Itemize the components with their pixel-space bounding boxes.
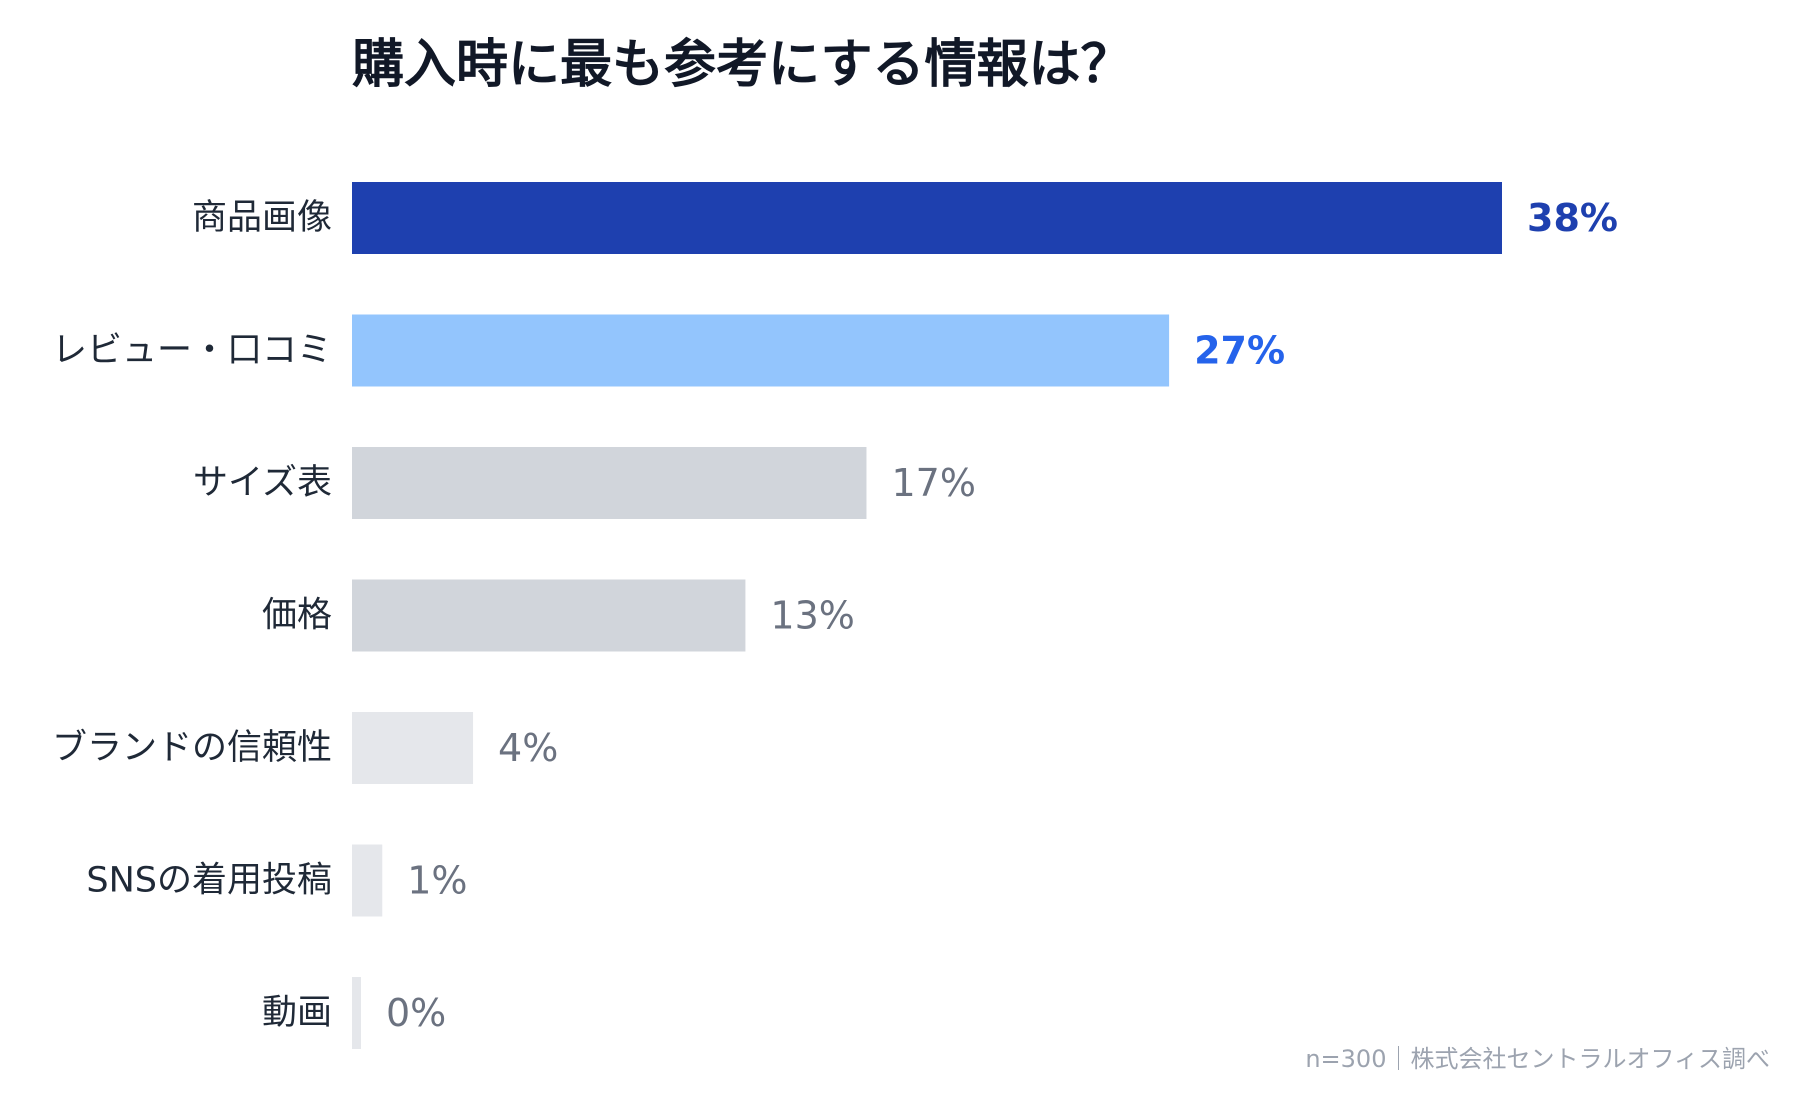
bars-layer: 商品画像 38% レビュー・口コミ 27% サイズ表 17% 価格 13% ブランドの信頼性 4%… (52, 182, 1618, 1049)
bar (352, 182, 1502, 254)
value-label: 27% (1194, 329, 1285, 373)
bar (352, 977, 361, 1049)
bar (352, 712, 474, 784)
category-label: SNSの着用投稿 (86, 861, 332, 901)
value-label: 0% (386, 991, 446, 1035)
category-label: サイズ表 (193, 463, 332, 503)
chart-title: 購入時に最も参考にする情報は？ (352, 35, 1133, 95)
category-label: ブランドの信頼性 (52, 728, 332, 768)
value-label: 38% (1527, 196, 1618, 240)
bar (352, 447, 867, 519)
value-label: 17% (891, 461, 975, 505)
category-label: 商品画像 (192, 198, 332, 238)
category-label: 動画 (262, 993, 332, 1033)
bar-row: 価格 13% (262, 579, 855, 652)
value-label: 13% (770, 594, 854, 638)
bar-row: ブランドの信頼性 4% (52, 712, 558, 784)
bar-row: SNSの着用投稿 1% (86, 844, 468, 917)
bar-row: レビュー・口コミ 27% (52, 314, 1285, 387)
value-label: 1% (407, 859, 467, 903)
bar (352, 579, 746, 652)
category-label: レビュー・口コミ (52, 331, 332, 371)
category-label: 価格 (262, 596, 332, 636)
value-label: 4% (498, 726, 558, 770)
footnote: n=300｜株式会社セントラルオフィス調べ (1305, 1045, 1770, 1073)
bar-row: 動画 0% (262, 977, 446, 1049)
bar (352, 314, 1170, 387)
bar-row: サイズ表 17% (193, 447, 976, 519)
bar (352, 844, 383, 917)
bar-row: 商品画像 38% (192, 182, 1618, 254)
